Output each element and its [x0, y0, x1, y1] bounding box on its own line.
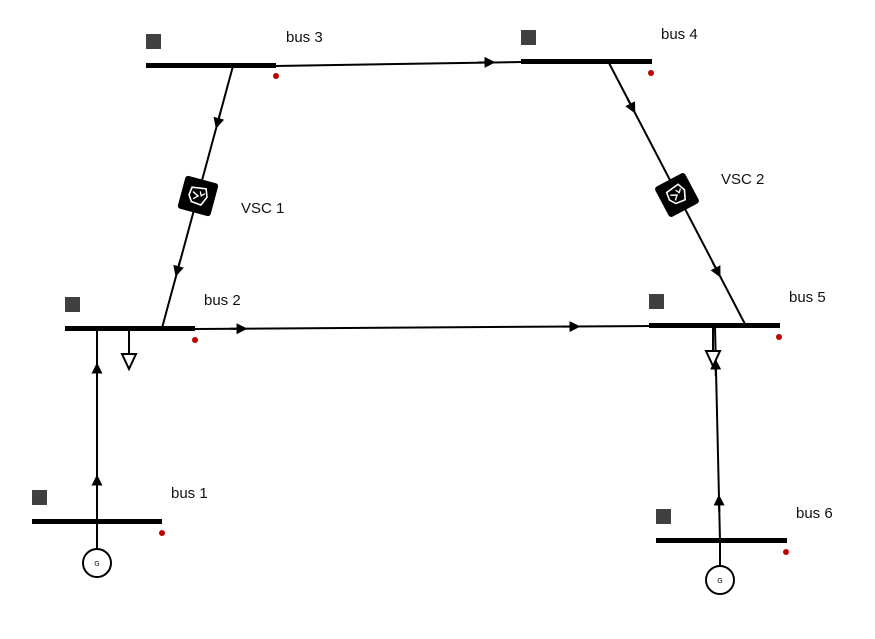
bus-6-label: bus 6: [796, 505, 833, 522]
line-bus2-bus5[interactable]: [194, 321, 651, 335]
bus-status-dot: [159, 530, 165, 536]
bus-marker-icon: [146, 34, 161, 49]
vsc-icon: [655, 173, 699, 217]
bus-status-dot: [273, 73, 279, 79]
bus-4[interactable]: [521, 30, 654, 76]
vsc1-converter[interactable]: [177, 175, 219, 217]
bus-marker-icon: [649, 294, 664, 309]
bus-status-dot: [783, 549, 789, 555]
bus-5-label: bus 5: [789, 289, 826, 306]
bus-4-label: bus 4: [661, 26, 698, 43]
load-bus2[interactable]: [120, 330, 138, 372]
bus-3[interactable]: [146, 34, 279, 79]
vsc1-label: VSC 1: [241, 200, 284, 217]
busbar[interactable]: [521, 59, 652, 64]
line-bus3-bus4[interactable]: [274, 56, 523, 68]
busbar[interactable]: [146, 63, 276, 68]
bus-marker-icon: [65, 297, 80, 312]
bus-2[interactable]: [65, 297, 198, 343]
load-bus5[interactable]: [704, 327, 722, 369]
bus-marker-icon: [656, 509, 671, 524]
generator-icon: [705, 565, 735, 595]
generator-label: G: [717, 577, 722, 585]
generator-icon: [82, 548, 112, 578]
bus-status-dot: [776, 334, 782, 340]
bus-status-dot: [192, 337, 198, 343]
load-arrow-icon: [704, 350, 722, 369]
busbar[interactable]: [32, 519, 162, 524]
load-arrow-icon: [120, 353, 138, 372]
generator-bus6[interactable]: G: [705, 541, 735, 595]
bus-3-label: bus 3: [286, 29, 323, 46]
vsc-icon: [177, 175, 219, 217]
busbar[interactable]: [649, 323, 780, 328]
bus-marker-icon: [521, 30, 536, 45]
vsc2-label: VSC 2: [721, 171, 764, 188]
bus-1-label: bus 1: [171, 485, 208, 502]
generator-label: G: [94, 560, 99, 568]
vsc2-converter[interactable]: [654, 172, 700, 218]
bus-5[interactable]: [649, 294, 782, 340]
bus-6[interactable]: [656, 509, 789, 555]
busbar[interactable]: [65, 326, 195, 331]
bus-1[interactable]: [32, 490, 165, 536]
generator-bus1[interactable]: G: [82, 522, 112, 578]
bus-marker-icon: [32, 490, 47, 505]
bus-2-label: bus 2: [204, 292, 241, 309]
bus-status-dot: [648, 70, 654, 76]
line-bus6-bus5[interactable]: [710, 326, 725, 542]
busbar[interactable]: [656, 538, 787, 543]
